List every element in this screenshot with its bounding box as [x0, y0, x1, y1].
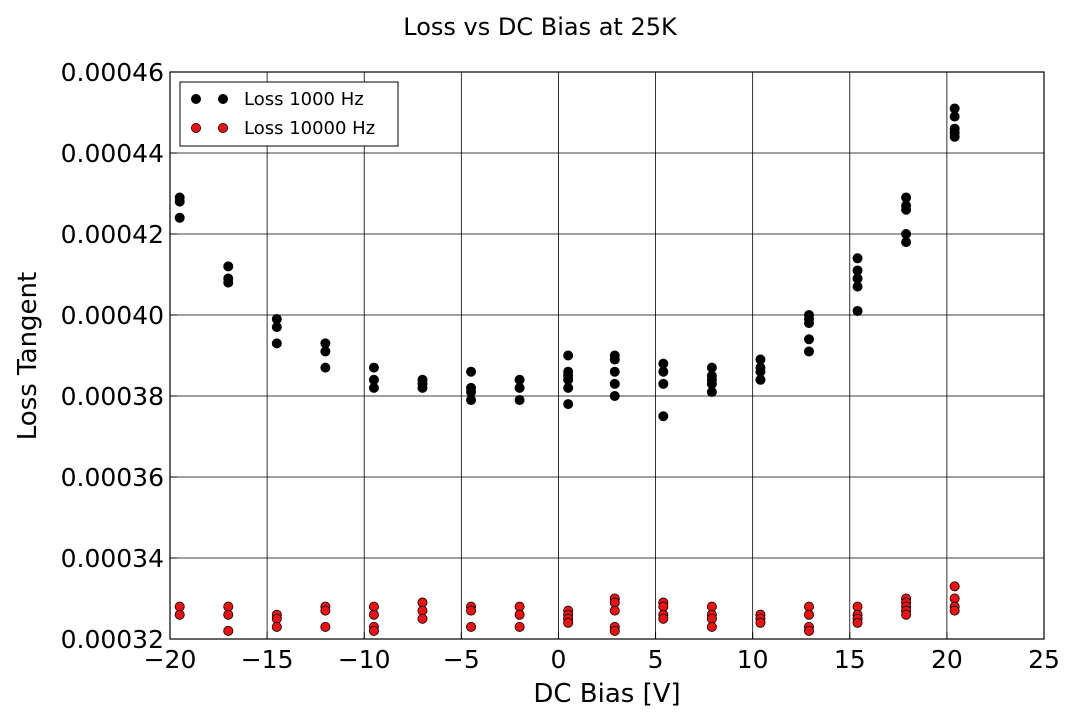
y-tick-label: 0.00038 [61, 382, 164, 411]
legend-label: Loss 1000 Hz [244, 89, 364, 110]
data-point [466, 621, 477, 632]
data-point [755, 617, 766, 628]
data-point [949, 581, 960, 592]
data-point [271, 621, 282, 632]
data-point [609, 354, 620, 365]
data-point [803, 334, 814, 345]
tick-labels: −20 −15 −10 −5 0 5 10 15 20 25 0.00032 0.00034 0.000… [61, 58, 1060, 674]
data-point [223, 609, 234, 620]
legend-box [179, 81, 399, 147]
data-point [852, 617, 863, 628]
legend-marker [217, 94, 228, 105]
data-point [514, 621, 525, 632]
data-point [466, 395, 477, 406]
series-loss-10000-hz [174, 581, 960, 636]
data-point [609, 605, 620, 616]
x-tick-label: −15 [241, 645, 294, 674]
data-point [803, 346, 814, 357]
legend-marker [190, 123, 201, 134]
data-point [803, 318, 814, 329]
data-point [901, 237, 912, 248]
x-tick-label: 10 [737, 645, 769, 674]
data-point [223, 625, 234, 636]
data-point [852, 305, 863, 316]
x-axis-label: DC Bias [V] [533, 679, 680, 709]
data-point [706, 386, 717, 397]
data-point [609, 390, 620, 401]
data-point [609, 378, 620, 389]
x-tick-label: −5 [443, 645, 480, 674]
data-point [320, 605, 331, 616]
y-tick-label: 0.00040 [61, 301, 164, 330]
data-point [609, 625, 620, 636]
data-point [949, 605, 960, 616]
data-point [223, 261, 234, 272]
chart-title: Loss vs DC Bias at 25K [403, 13, 678, 41]
data-point [901, 609, 912, 620]
y-tick-label: 0.00044 [61, 139, 164, 168]
data-point [563, 617, 574, 628]
data-point [320, 362, 331, 373]
data-point [803, 609, 814, 620]
data-point [174, 609, 185, 620]
data-points [174, 103, 960, 636]
legend-marker [190, 94, 201, 105]
data-point [852, 253, 863, 264]
x-tick-label: 25 [1028, 645, 1060, 674]
data-point [514, 395, 525, 406]
y-tick-label: 0.00032 [61, 625, 164, 654]
data-point [466, 605, 477, 616]
data-point [174, 212, 185, 223]
y-tick-label: 0.00034 [61, 544, 164, 573]
x-tick-label: −10 [338, 645, 391, 674]
data-point [563, 350, 574, 361]
data-point [514, 609, 525, 620]
data-point [368, 362, 379, 373]
data-point [514, 382, 525, 393]
data-point [271, 322, 282, 333]
data-point [658, 411, 669, 422]
data-point [658, 613, 669, 624]
grid [169, 71, 1045, 640]
series-loss-1000-hz [174, 103, 960, 422]
data-point [320, 346, 331, 357]
x-tick-label: 5 [648, 645, 664, 674]
data-point [658, 366, 669, 377]
data-point [417, 613, 428, 624]
y-tick-label: 0.00042 [61, 220, 164, 249]
data-point [803, 625, 814, 636]
legend: Loss 1000 Hz Loss 10000 Hz [179, 81, 399, 147]
data-point [755, 374, 766, 385]
legend-marker [217, 123, 228, 134]
x-tick-label: 0 [550, 645, 566, 674]
data-point [658, 378, 669, 389]
x-tick-label: 20 [931, 645, 963, 674]
data-point [901, 204, 912, 215]
data-point [174, 196, 185, 207]
data-point [563, 382, 574, 393]
data-point [368, 609, 379, 620]
data-point [320, 621, 331, 632]
y-axis-label: Loss Tangent [13, 272, 43, 440]
x-tick-label: 15 [834, 645, 866, 674]
plot-frame [169, 71, 1045, 640]
y-tick-label: 0.00046 [61, 58, 164, 87]
data-point [852, 281, 863, 292]
data-point [563, 399, 574, 410]
y-tick-label: 0.00036 [61, 463, 164, 492]
data-point [271, 338, 282, 349]
data-point [949, 131, 960, 142]
data-point [949, 111, 960, 122]
data-point [368, 382, 379, 393]
data-point [417, 382, 428, 393]
data-point [223, 277, 234, 288]
data-point [466, 366, 477, 377]
data-point [706, 621, 717, 632]
legend-label: Loss 10000 Hz [244, 118, 375, 139]
data-point [368, 625, 379, 636]
x-tick-label: −20 [144, 645, 197, 674]
data-point [609, 366, 620, 377]
